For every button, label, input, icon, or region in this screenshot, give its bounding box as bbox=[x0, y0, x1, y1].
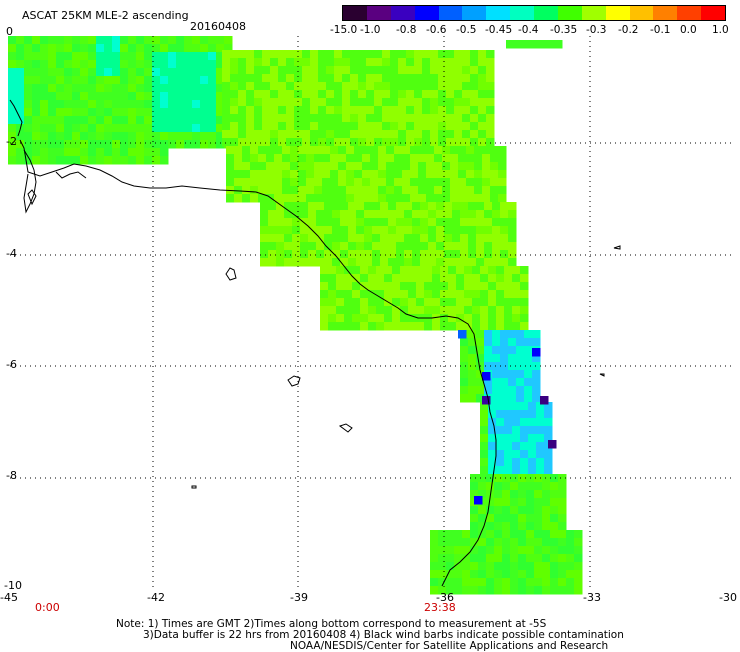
x-axis-label: -39 bbox=[290, 591, 308, 604]
color-scale-segment bbox=[581, 6, 606, 20]
scale-label: -0.45 bbox=[485, 24, 513, 36]
color-scale-labels: -15.0 -1.0 -0.8 -0.6 -0.5 -0.45 -0.4 -0.… bbox=[330, 24, 730, 36]
y-axis-label: -6 bbox=[6, 358, 17, 371]
scale-label: -0.2 bbox=[618, 24, 639, 36]
scale-label: 1.0 bbox=[712, 24, 729, 36]
color-scale-segment bbox=[677, 6, 702, 20]
color-scale-segment bbox=[653, 6, 678, 20]
scale-label: -0.3 bbox=[586, 24, 607, 36]
color-scale-segment bbox=[343, 6, 367, 20]
x-axis-label: -30 bbox=[719, 591, 737, 604]
lat-lon-grid bbox=[10, 36, 735, 590]
scale-label: -0.1 bbox=[650, 24, 671, 36]
note-line-1: Note: 1) Times are GMT 2)Times along bot… bbox=[116, 618, 547, 630]
color-scale-segment bbox=[390, 6, 415, 20]
scatterometer-swath bbox=[8, 36, 583, 595]
y-axis-label: -10 bbox=[4, 579, 22, 592]
x-axis-label: -45 bbox=[0, 591, 18, 604]
y-axis-label: -8 bbox=[6, 469, 17, 482]
scale-label: -15.0 bbox=[330, 24, 358, 36]
y-axis-label: -2 bbox=[6, 135, 17, 148]
color-scale-segment bbox=[701, 6, 725, 20]
color-scale-segment bbox=[486, 6, 511, 20]
color-scale-segment bbox=[462, 6, 487, 20]
note-line-2: 3)Data buffer is 22 hrs from 20160408 4)… bbox=[143, 629, 624, 641]
color-scale-segment bbox=[534, 6, 558, 20]
product-date: 20160408 bbox=[190, 20, 246, 33]
x-axis-label: -42 bbox=[147, 591, 165, 604]
product-title: ASCAT 25KM MLE-2 ascending bbox=[22, 9, 189, 22]
color-scale-segment bbox=[366, 6, 391, 20]
scale-label: -0.8 bbox=[396, 24, 417, 36]
x-axis-label: -36 bbox=[436, 591, 454, 604]
color-scale-segment bbox=[629, 6, 654, 20]
color-scale-segment bbox=[510, 6, 534, 20]
x-axis-label: -33 bbox=[583, 591, 601, 604]
color-scale-bar bbox=[342, 5, 726, 21]
color-scale-segment bbox=[438, 6, 463, 20]
scale-label: 0.0 bbox=[680, 24, 697, 36]
time-start: 0:00 bbox=[35, 601, 60, 614]
islands bbox=[27, 189, 621, 489]
y-axis-label: -4 bbox=[6, 247, 17, 260]
note-line-3: NOAA/NESDIS/Center for Satellite Applica… bbox=[290, 640, 609, 652]
scale-label: -0.5 bbox=[456, 24, 477, 36]
color-scale-segment bbox=[557, 6, 582, 20]
time-end: 23:38 bbox=[424, 601, 456, 614]
color-scale-segment bbox=[605, 6, 630, 20]
color-scale-segment bbox=[414, 6, 439, 20]
y-axis-label: 0 bbox=[6, 25, 13, 38]
scale-label: -0.6 bbox=[426, 24, 447, 36]
scale-label: -0.4 bbox=[518, 24, 539, 36]
coastline bbox=[9, 99, 497, 587]
scale-label: -0.35 bbox=[550, 24, 578, 36]
scale-label: -1.0 bbox=[360, 24, 381, 36]
